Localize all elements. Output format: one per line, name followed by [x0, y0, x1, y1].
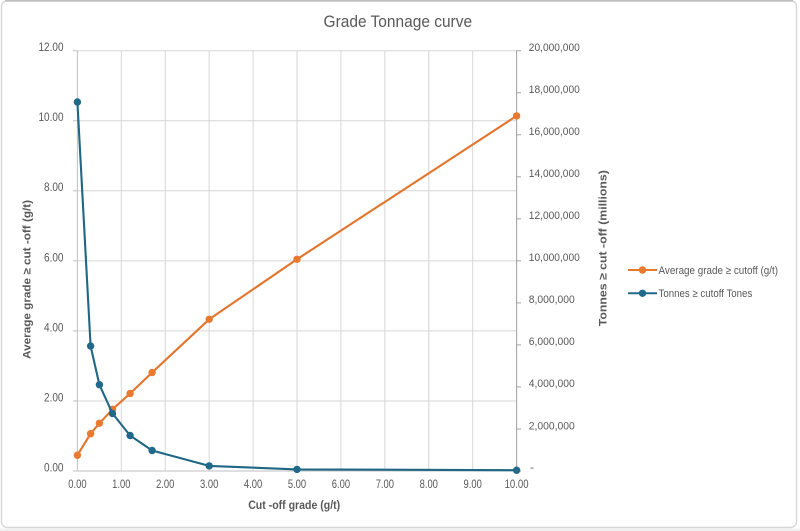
svg-text:6,000,000: 6,000,000 — [529, 336, 575, 348]
svg-text:10,000,000: 10,000,000 — [529, 252, 580, 264]
svg-text:10.00: 10.00 — [505, 477, 529, 491]
svg-text:8,000,000: 8,000,000 — [529, 294, 575, 306]
svg-text:20,000,000: 20,000,000 — [529, 42, 580, 54]
svg-text:7.00: 7.00 — [376, 477, 395, 491]
svg-text:6.00: 6.00 — [44, 250, 64, 264]
svg-text:4,000,000: 4,000,000 — [529, 378, 575, 390]
svg-text:2.00: 2.00 — [156, 477, 175, 491]
svg-text:2.00: 2.00 — [44, 390, 64, 404]
svg-text:0.00: 0.00 — [44, 460, 64, 474]
svg-text:Average grade ≥ cutoff (g/t): Average grade ≥ cutoff (g/t) — [659, 265, 779, 277]
svg-text:4.00: 4.00 — [44, 320, 64, 334]
svg-text:14,000,000: 14,000,000 — [529, 168, 580, 180]
svg-text:Tonnes ≥ cut -off (millions): Tonnes ≥ cut -off (millions) — [598, 170, 610, 326]
svg-text:18,000,000: 18,000,000 — [529, 84, 580, 96]
svg-text:Tonnes ≥ cutoff Tones: Tonnes ≥ cutoff Tones — [659, 288, 753, 300]
svg-text:6.00: 6.00 — [332, 477, 351, 491]
svg-text:-: - — [530, 462, 534, 474]
svg-text:Grade Tonnage curve: Grade Tonnage curve — [324, 12, 473, 31]
svg-text:Average grade ≥ cut -off (g/t): Average grade ≥ cut -off (g/t) — [22, 200, 34, 359]
svg-text:8.00: 8.00 — [44, 180, 64, 194]
svg-text:8.00: 8.00 — [420, 477, 439, 491]
svg-text:4.00: 4.00 — [244, 477, 263, 491]
svg-text:3.00: 3.00 — [200, 477, 219, 491]
svg-text:2,000,000: 2,000,000 — [529, 420, 575, 432]
svg-text:10.00: 10.00 — [39, 110, 64, 124]
svg-text:12.00: 12.00 — [39, 40, 64, 54]
svg-text:16,000,000: 16,000,000 — [529, 126, 580, 138]
svg-text:9.00: 9.00 — [464, 477, 483, 491]
svg-text:12,000,000: 12,000,000 — [529, 210, 580, 222]
svg-text:Cut -off grade (g/t): Cut -off grade (g/t) — [248, 498, 340, 512]
svg-text:0.00: 0.00 — [68, 477, 87, 491]
svg-text:5.00: 5.00 — [288, 477, 307, 491]
svg-text:1.00: 1.00 — [112, 477, 131, 491]
